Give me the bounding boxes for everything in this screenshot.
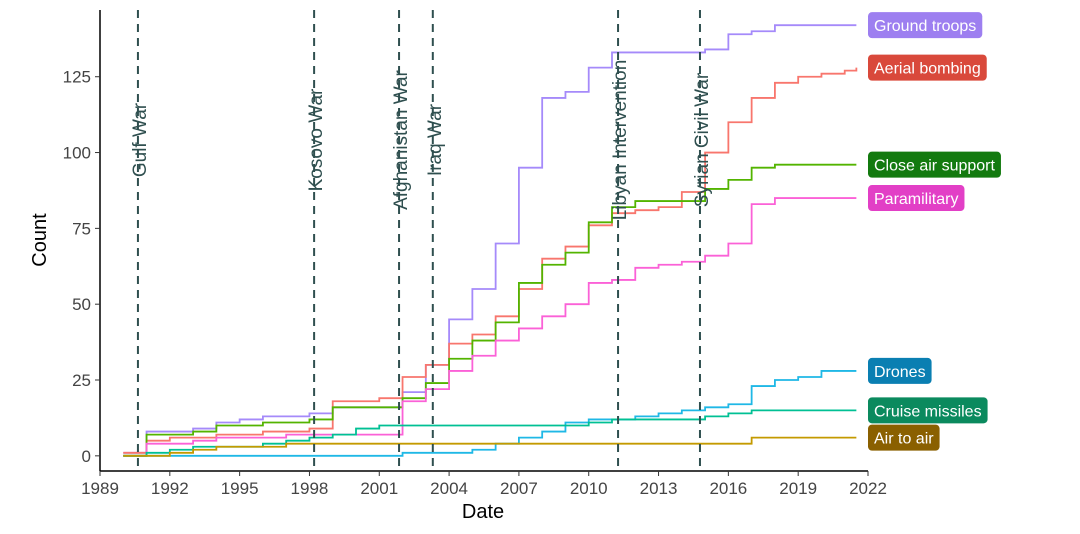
- end-label: Cruise missiles: [868, 397, 988, 424]
- event-label: Libyan Intervention: [610, 60, 631, 221]
- x-tick-label: 2010: [570, 479, 608, 498]
- end-label: Air to air: [868, 424, 940, 451]
- event-label: Kosovo War: [306, 88, 327, 191]
- label-box: [868, 185, 965, 212]
- label-box: [868, 151, 1001, 178]
- x-tick-label: 2019: [779, 479, 817, 498]
- series-line: [123, 436, 857, 457]
- x-tick-label: 2013: [640, 479, 678, 498]
- y-tick-label: 75: [72, 219, 91, 238]
- x-tick-label: 1989: [81, 479, 119, 498]
- y-tick-label: 100: [63, 144, 91, 163]
- x-tick-label: 1998: [291, 479, 329, 498]
- end-label: Drones: [868, 357, 932, 384]
- y-tick-label: 25: [72, 371, 91, 390]
- x-tick-label: 2004: [430, 479, 468, 498]
- x-tick-label: 2007: [500, 479, 538, 498]
- y-tick-label: 125: [63, 68, 91, 87]
- y-tick-label: 50: [72, 295, 91, 314]
- legend-label: Aerial bombing: [874, 61, 981, 78]
- legend-label: Cruise missiles: [874, 403, 982, 420]
- end-label: Aerial bombing: [868, 54, 987, 81]
- x-tick-label: 2001: [360, 479, 398, 498]
- legend-label: Paramilitary: [874, 191, 958, 208]
- x-tick-label: 2022: [849, 479, 887, 498]
- label-box: [868, 424, 940, 451]
- event-label: Afghanistan War: [391, 69, 412, 209]
- legend-label: Ground troops: [874, 18, 976, 35]
- legend-label: Drones: [874, 364, 926, 381]
- series-line: [123, 370, 857, 457]
- x-axis-title: Date: [462, 501, 504, 523]
- series-line: [123, 24, 857, 454]
- series-line: [123, 197, 857, 457]
- event-label: Iraq War: [425, 103, 446, 176]
- label-box: [868, 54, 987, 81]
- y-tick-label: 0: [82, 447, 91, 466]
- event-label: Syrian Civil War: [692, 72, 713, 207]
- label-box: [868, 357, 932, 384]
- label-box: [868, 12, 983, 39]
- y-axis-title: Count: [29, 213, 51, 267]
- end-label: Paramilitary: [868, 185, 965, 212]
- x-tick-label: 1992: [151, 479, 189, 498]
- x-tick-label: 2016: [709, 479, 747, 498]
- legend-label: Air to air: [874, 431, 934, 448]
- end-label: Ground troops: [868, 12, 983, 39]
- end-label: Close air support: [868, 151, 1001, 178]
- x-tick-label: 1995: [221, 479, 259, 498]
- series-line: [123, 67, 858, 454]
- legend-label: Close air support: [874, 158, 996, 175]
- series-line: [123, 163, 857, 457]
- label-box: [868, 397, 988, 424]
- event-label: Gulf War: [130, 102, 151, 177]
